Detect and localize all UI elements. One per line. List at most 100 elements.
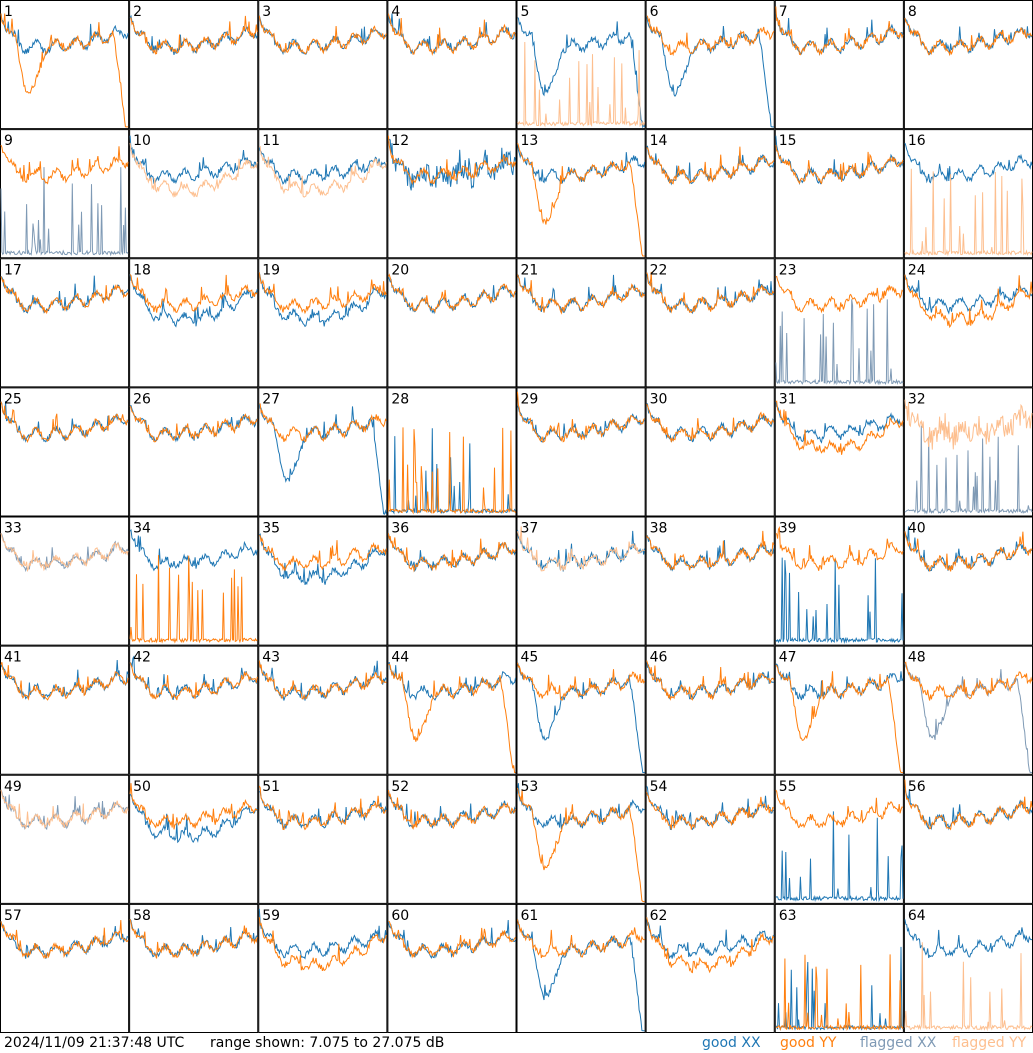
legend-good-yy: good YY xyxy=(780,1035,836,1051)
panel-label: 22 xyxy=(650,262,668,278)
panel-frame xyxy=(516,774,646,904)
panel-57: 57 xyxy=(0,903,130,1033)
panel-label: 44 xyxy=(391,650,409,666)
panel-frame xyxy=(645,774,775,904)
panel-frame xyxy=(0,258,130,388)
panel-17: 17 xyxy=(0,258,130,388)
panel-label: 24 xyxy=(908,262,926,278)
panel-frame xyxy=(129,903,259,1033)
panel-label: 2 xyxy=(133,4,142,20)
panel-frame xyxy=(516,516,646,646)
panel-25: 25 xyxy=(0,387,130,517)
series-yy-24 xyxy=(904,274,1033,329)
panel-label: 9 xyxy=(4,133,13,149)
series-yy-34 xyxy=(129,555,258,644)
series-yy-10 xyxy=(129,142,258,199)
panel-60: 60 xyxy=(387,903,517,1033)
panel-label: 35 xyxy=(262,521,280,537)
panel-61: 61 xyxy=(516,903,646,1033)
panel-23: 23 xyxy=(774,258,904,388)
panel-frame xyxy=(129,387,259,517)
panel-label: 18 xyxy=(133,262,151,278)
panel-label: 16 xyxy=(908,133,926,149)
panel-frame xyxy=(387,774,517,904)
series-xx-51 xyxy=(259,790,387,830)
legend-good-xx-word: good xyxy=(702,1035,742,1051)
panel-frame xyxy=(258,0,388,130)
panel-frame xyxy=(0,387,130,517)
series-yy-12 xyxy=(387,135,516,185)
legend-good-xx: good XX xyxy=(702,1035,761,1051)
panel-label: 53 xyxy=(521,779,539,795)
panel-label: 41 xyxy=(4,650,22,666)
series-yy-61 xyxy=(517,919,645,959)
series-yy-15 xyxy=(775,145,904,185)
panel-label: 8 xyxy=(908,4,917,20)
series-yy-60 xyxy=(388,920,516,959)
series-xx-24 xyxy=(904,274,1033,315)
series-yy-27 xyxy=(259,403,387,443)
series-yy-50 xyxy=(129,783,258,830)
series-yy-29 xyxy=(517,391,645,443)
series-yy-55 xyxy=(775,789,904,829)
panel-9: 9 xyxy=(0,129,130,259)
panel-frame xyxy=(0,516,130,646)
series-yy-13 xyxy=(517,142,645,257)
panel-frame xyxy=(774,645,904,775)
panel-16: 16 xyxy=(903,129,1033,259)
series-yy-4 xyxy=(387,13,516,57)
panel-label: 55 xyxy=(779,779,797,795)
panel-45: 45 xyxy=(516,645,646,775)
panel-label: 29 xyxy=(521,391,539,407)
panel-label: 1 xyxy=(4,4,13,20)
panel-frame xyxy=(516,129,646,259)
series-yy-20 xyxy=(387,273,516,314)
panel-label: 34 xyxy=(133,521,151,537)
panel-48: 48 xyxy=(903,645,1033,775)
series-yy-35 xyxy=(259,534,387,572)
panel-33: 33 xyxy=(0,516,130,646)
series-xx-3 xyxy=(258,15,387,56)
panel-40: 40 xyxy=(903,516,1033,646)
legend-flagged-xx-pol: XX xyxy=(917,1035,937,1051)
panel-label: 47 xyxy=(779,650,797,666)
panel-label: 31 xyxy=(779,391,797,407)
panel-58: 58 xyxy=(129,903,259,1033)
panel-label: 52 xyxy=(391,779,409,795)
series-yy-31 xyxy=(775,400,904,455)
panel-label: 21 xyxy=(521,262,539,278)
panel-24: 24 xyxy=(903,258,1033,388)
panel-label: 37 xyxy=(521,521,539,537)
series-yy-14 xyxy=(646,146,775,185)
series-yy-32 xyxy=(904,399,1033,450)
panel-37: 37 xyxy=(516,516,646,646)
series-yy-17 xyxy=(0,276,129,315)
panel-frame xyxy=(516,0,646,130)
panel-label: 13 xyxy=(521,133,539,149)
panel-label: 4 xyxy=(391,4,400,20)
panel-31: 31 xyxy=(774,387,904,517)
panel-53: 53 xyxy=(516,774,646,904)
panel-frame xyxy=(129,0,259,130)
panel-35: 35 xyxy=(258,516,388,646)
panel-label: 54 xyxy=(650,779,668,795)
series-yy-9 xyxy=(0,144,129,185)
panel-frame xyxy=(0,774,130,904)
panel-39: 39 xyxy=(774,516,904,646)
panel-label: 58 xyxy=(133,908,151,924)
panel-frame xyxy=(387,903,517,1033)
series-xx-16 xyxy=(904,142,1033,184)
panel-frame xyxy=(645,645,775,775)
series-yy-18 xyxy=(129,274,258,313)
series-yy-16 xyxy=(904,168,1033,257)
series-yy-54 xyxy=(646,791,775,830)
panel-label: 15 xyxy=(779,133,797,149)
panel-51: 51 xyxy=(258,774,388,904)
panel-43: 43 xyxy=(258,645,388,775)
panel-label: 50 xyxy=(133,779,151,795)
legend-flagged-xx-word: flagged xyxy=(860,1035,918,1051)
panel-50: 50 xyxy=(129,774,259,904)
panel-44: 44 xyxy=(387,645,517,775)
panel-19: 19 xyxy=(258,258,388,388)
panel-label: 20 xyxy=(391,262,409,278)
